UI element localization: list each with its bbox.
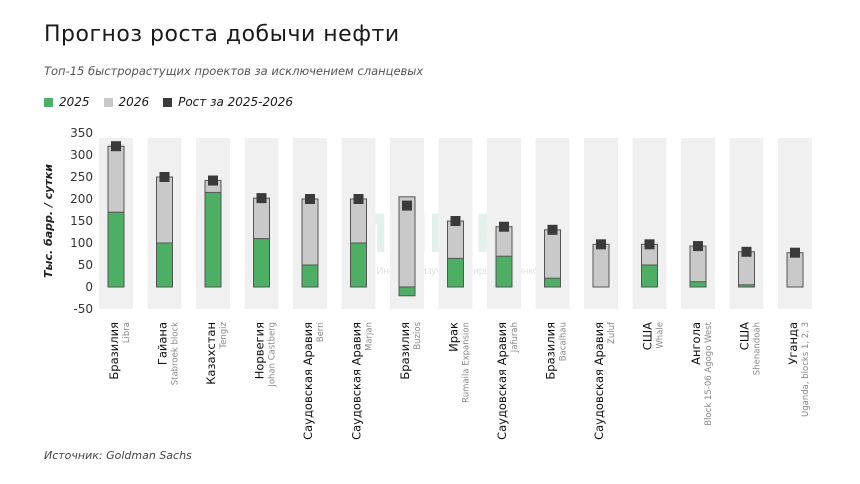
y-tick-label: 200	[70, 192, 93, 206]
chart-title: Прогноз роста добычи нефти	[44, 22, 400, 47]
y-tick-label: -50	[73, 302, 93, 316]
growth-marker	[499, 221, 509, 232]
y-axis-label: Тыс. барр. / сутки	[42, 164, 55, 278]
x-tick-label-project: Zuluf	[607, 321, 617, 344]
growth-marker	[208, 175, 218, 186]
x-tick-label-country: Бразилия	[398, 322, 412, 380]
chart-subtitle: Топ-15 быстрорастущих проектов за исключ…	[44, 64, 424, 78]
x-tick-label-project: Rumaila Expansion	[462, 322, 472, 403]
x-tick-label-country: Уганда	[786, 322, 800, 365]
legend-item-2026: 2026	[103, 95, 150, 109]
legend-swatch-growth	[163, 97, 173, 107]
growth-marker	[450, 216, 461, 226]
growth-marker	[693, 241, 703, 252]
x-tick-label-country: Саудовская Аравия	[495, 322, 509, 440]
x-tick-label-country: США	[738, 322, 752, 350]
x-tick-label-country: Казахстан	[204, 322, 218, 385]
bar-2025	[301, 264, 319, 288]
y-tick-label: 300	[70, 148, 93, 162]
legend-item-growth: Рост за 2025-2026	[163, 95, 293, 109]
bar-2025	[495, 255, 513, 288]
bar-2025	[641, 264, 658, 288]
x-tick-label-country: Ирак	[447, 322, 461, 352]
x-tick-label-country: Ангола	[689, 322, 703, 365]
legend-swatch-2026	[103, 97, 113, 107]
growth-marker	[644, 239, 655, 250]
growth-marker	[596, 239, 606, 250]
legend-label-2026: 2026	[118, 95, 150, 109]
y-tick-label: 150	[70, 214, 93, 228]
x-tick-label-project: Block 15-06 Agogo West	[704, 321, 714, 425]
growth-marker	[159, 172, 170, 182]
x-tick-label-country: США	[641, 322, 655, 350]
bar-2026	[786, 252, 804, 288]
legend: 2025 2026 Рост за 2025-2026	[44, 95, 293, 109]
x-tick-label-project: Shenandoah	[753, 322, 763, 375]
x-tick-label-project: Uganda, blocks 1, 2, 3	[801, 322, 811, 417]
x-tick-label-project: Bacalhau	[559, 322, 569, 361]
bar-2026	[738, 251, 755, 288]
x-tick-label-country: Бразилия	[544, 322, 558, 380]
growth-marker	[547, 224, 558, 235]
x-tick-label-country: Гайана	[156, 322, 170, 365]
bar-2025	[156, 242, 173, 288]
bar-2026	[592, 243, 610, 288]
growth-marker	[790, 247, 800, 258]
x-tick-label-country: Норвегия	[253, 322, 267, 379]
growth-marker	[402, 200, 412, 211]
bar-2025	[253, 238, 270, 288]
bar-2025	[350, 242, 367, 288]
x-tick-label-country: Саудовская Аравия	[301, 322, 315, 440]
x-tick-label-project: Libra	[122, 322, 132, 343]
bar-2025	[689, 281, 707, 288]
x-tick-label-project: Jafurah	[510, 322, 520, 353]
growth-marker	[256, 193, 267, 204]
legend-label-growth: Рост за 2025-2026	[178, 95, 294, 109]
x-tick-label-project: Buzios	[413, 321, 423, 349]
y-tick-label: 250	[70, 170, 93, 184]
y-tick-label: 350	[70, 126, 93, 140]
bar-2025	[738, 284, 755, 288]
x-tick-label-country: Бразилия	[107, 322, 121, 380]
x-tick-label-project: Tengiz	[219, 321, 229, 349]
bar-2025	[398, 286, 416, 297]
legend-swatch-2025	[44, 97, 53, 107]
legend-label-2025: 2025	[59, 95, 90, 109]
bar-2025	[447, 257, 464, 288]
growth-marker	[741, 246, 752, 257]
x-tick-label-country: Саудовская Аравия	[592, 322, 606, 440]
growth-marker	[111, 141, 121, 152]
x-tick-label-project: Whale	[656, 322, 666, 349]
y-tick-label: 100	[70, 236, 93, 250]
y-tick-label: 50	[78, 258, 93, 272]
bar-2025	[544, 277, 561, 288]
x-tick-label-project: Marjan	[365, 322, 375, 351]
growth-marker	[305, 194, 315, 204]
x-tick-label-country: Саудовская Аравия	[350, 322, 364, 440]
x-tick-label-project: Johan Castberg	[268, 322, 278, 388]
legend-item-2025: 2025	[44, 95, 90, 109]
source-note: Источник: Goldman Sachs	[44, 449, 192, 462]
bar-2025	[204, 191, 222, 288]
y-tick-label: 0	[85, 280, 93, 294]
bar-2026	[689, 245, 707, 288]
x-tick-label-project: Stabroek block	[171, 322, 181, 385]
x-tick-label-project: Berri	[316, 322, 326, 342]
growth-marker	[353, 194, 364, 204]
bar-2025	[107, 211, 125, 288]
